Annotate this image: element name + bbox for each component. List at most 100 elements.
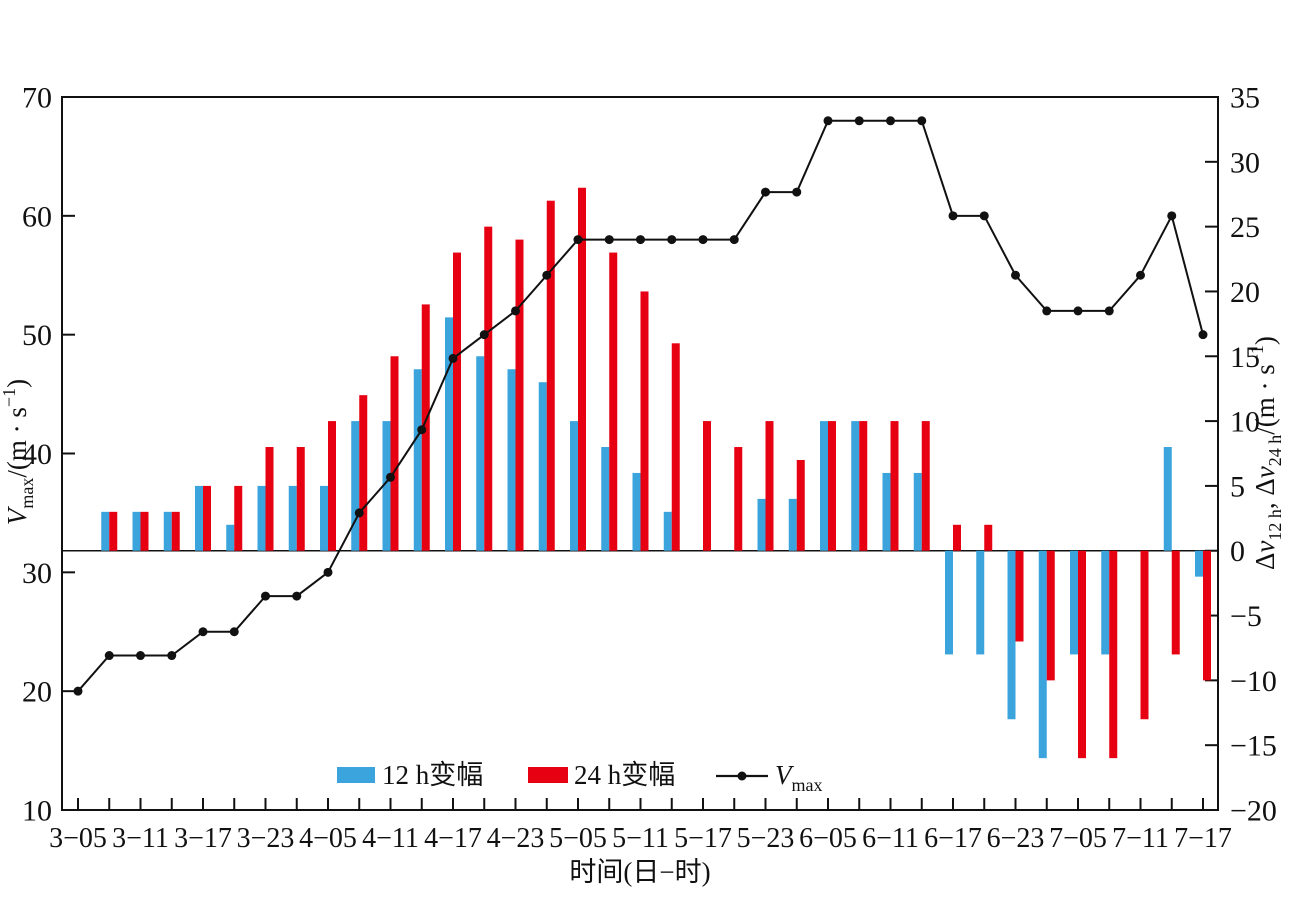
bar-12h-change (413, 369, 422, 551)
bar-12h-change (976, 550, 985, 655)
right-axis-tick-label: 15 (1230, 341, 1260, 374)
bar-12h-change (1163, 447, 1172, 551)
bar-24h-change (390, 356, 399, 551)
vmax-point (729, 235, 739, 245)
bar-12h-change (820, 421, 828, 551)
bar-24h-change (546, 200, 555, 551)
x-axis-tick-label: 5−11 (612, 823, 669, 854)
legend-swatch-24h (528, 767, 568, 783)
vmax-point (136, 651, 145, 661)
bar-12h-change (882, 472, 891, 551)
bar-12h-change (132, 511, 141, 551)
bar-12h-change (913, 472, 922, 551)
right-axis-tick-label: 30 (1230, 146, 1260, 179)
vmax-point (854, 116, 864, 126)
x-axis-tick-label: 5−05 (549, 823, 607, 854)
right-axis-tick-label: 5 (1230, 470, 1245, 503)
bar-24h-change (140, 511, 149, 551)
vmax-point (1167, 211, 1177, 221)
x-axis-tick-label: 3−23 (237, 823, 295, 854)
x-axis-tick-label: 3−11 (112, 823, 169, 854)
left-axis-tick-label: 40 (22, 438, 52, 471)
bar-12h-change (382, 421, 391, 551)
bar-12h-change (570, 421, 578, 551)
vmax-point (479, 330, 489, 340)
x-axis-tick-label: 7−17 (1174, 823, 1232, 854)
bar-12h-change (1101, 550, 1110, 655)
x-axis-tick-label: 6−05 (799, 823, 857, 854)
legend: 12 h变幅 24 h变幅 Vmax (337, 760, 823, 795)
bar-12h-change (445, 317, 453, 551)
x-axis-tick-label: 5−23 (737, 823, 795, 854)
bar-12h-change (1007, 550, 1016, 720)
bar-12h-change (851, 421, 860, 551)
vmax-point (292, 591, 302, 601)
x-axis-tick-label: 5−17 (674, 823, 732, 854)
vmax-point (1198, 330, 1208, 340)
bar-24h-change (671, 343, 680, 551)
bar-24h-change (890, 421, 899, 551)
vmax-point (917, 116, 927, 126)
vmax-point (198, 627, 208, 637)
bar-12h-change (757, 498, 766, 551)
bar-24h-change (578, 187, 586, 551)
x-axis-tick-label: 4−23 (487, 823, 545, 854)
left-axis-tick-label: 10 (22, 795, 52, 828)
vmax-point (542, 270, 552, 280)
bar-12h-change (101, 511, 110, 551)
x-axis-tick-label: 4−05 (299, 823, 357, 854)
bar-24h-change (984, 524, 993, 551)
bar-12h-change (288, 485, 297, 551)
vmax-point (573, 235, 583, 245)
right-axis-tick-label: 20 (1230, 276, 1260, 309)
x-axis-tick-label: 3−17 (174, 823, 232, 854)
vmax-point (667, 235, 677, 245)
bar-24h-change (1046, 550, 1055, 681)
bar-24h-change (359, 395, 368, 551)
vmax-point (511, 306, 520, 316)
bar-24h-change (234, 485, 243, 551)
bar-24h-change (1140, 550, 1149, 720)
bar-12h-change (601, 447, 610, 551)
vmax-point (386, 472, 395, 482)
vmax-point (792, 187, 802, 197)
x-axis-tick-label: 3−05 (49, 823, 107, 854)
bar-12h-change (351, 421, 360, 551)
bar-24h-change (1109, 550, 1118, 759)
x-axis-tick-label: 4−11 (362, 823, 419, 854)
right-axis-tick-label: −15 (1230, 730, 1277, 763)
vmax-point (604, 235, 614, 245)
bar-24h-change (796, 459, 805, 551)
bar-24h-change (921, 421, 930, 551)
x-axis-tick-label: 7−05 (1049, 823, 1107, 854)
bar-24h-change (734, 447, 743, 551)
bar-12h-change (1038, 550, 1047, 759)
left-axis-tick-label: 30 (22, 557, 52, 590)
bar-24h-change (421, 304, 430, 551)
bar-12h-change (257, 485, 266, 551)
bar-24h-change (765, 421, 774, 551)
bar-24h-change (859, 421, 868, 551)
bar-24h-change (1203, 550, 1211, 681)
right-axis-tick-label: 0 (1230, 535, 1245, 568)
bar-24h-change (328, 421, 336, 551)
bar-12h-change (226, 524, 235, 551)
chart-plot-area: 10 20 30 40 50 60 70 −20 −15 −10 −5 0 5 10 15 20 25 30 35 3… (22, 82, 1277, 855)
vmax-point (948, 211, 958, 221)
bar-24h-change (296, 447, 305, 551)
bar-24h-change (453, 252, 461, 551)
left-axis-tick-label: 70 (22, 82, 52, 115)
vmax-point (417, 425, 427, 435)
vmax-point (1136, 270, 1145, 280)
legend-swatch-12h (337, 767, 375, 783)
x-axis-tick-label: 6−17 (924, 823, 982, 854)
bar-24h-change (203, 485, 211, 551)
vmax-point (698, 235, 708, 245)
bar-12h-change (163, 511, 172, 551)
bar-12h-change (195, 485, 203, 551)
bar-24h-change (1015, 550, 1024, 642)
bar-12h-change (1195, 550, 1203, 577)
right-axis-tick-label: −10 (1230, 665, 1277, 698)
